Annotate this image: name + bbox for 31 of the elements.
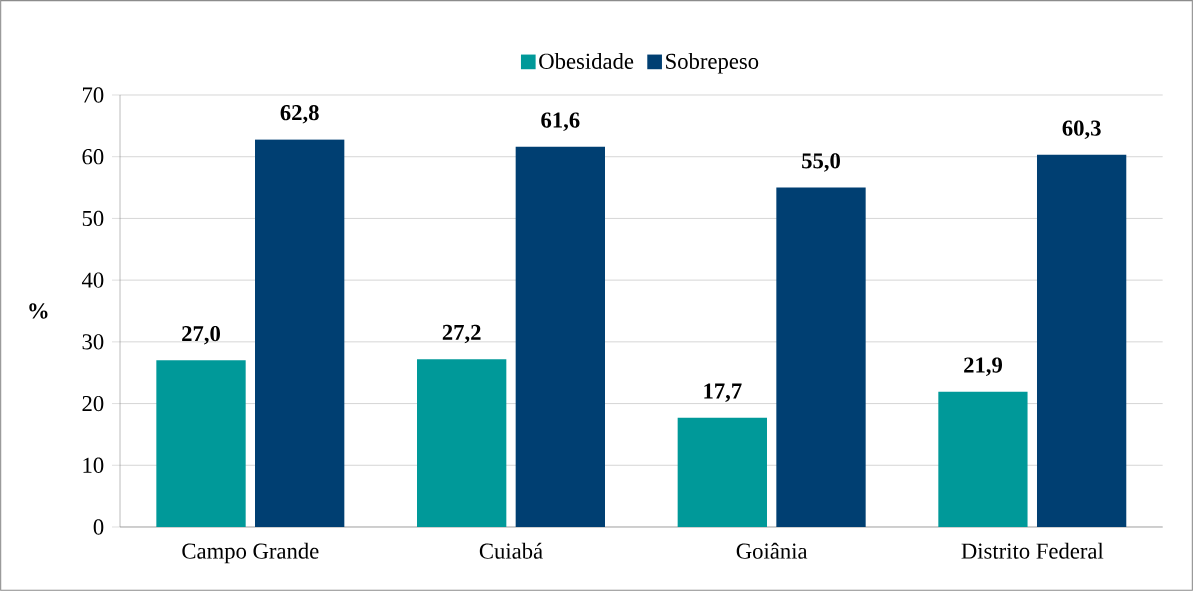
y-tick-label: 0 bbox=[93, 519, 104, 535]
bar bbox=[156, 360, 246, 527]
x-tick-label: Campo Grande bbox=[182, 542, 319, 564]
bar bbox=[417, 359, 507, 527]
data-label: 61,6 bbox=[541, 112, 580, 132]
x-tick-label: Distrito Federal bbox=[961, 542, 1104, 559]
data-label: 60,3 bbox=[1062, 120, 1101, 140]
y-tick-label: 30 bbox=[82, 334, 104, 350]
y-axis-title: % bbox=[29, 303, 48, 319]
y-tick-label: 50 bbox=[82, 210, 104, 227]
bar bbox=[515, 146, 605, 527]
y-tick-label: 60 bbox=[82, 149, 104, 165]
y-tick-label: 20 bbox=[82, 395, 104, 412]
data-label: 27,0 bbox=[182, 325, 220, 345]
bar bbox=[677, 417, 767, 527]
bar bbox=[776, 187, 866, 527]
data-label: 55,0 bbox=[802, 153, 840, 172]
y-tick-label: 40 bbox=[81, 272, 104, 288]
data-label: 27,2 bbox=[442, 324, 481, 344]
x-tick-label: Cuiabá bbox=[479, 542, 543, 559]
data-label: 21,9 bbox=[964, 357, 1003, 377]
legend-label: Obesidade bbox=[539, 53, 634, 69]
y-tick-label: 10 bbox=[83, 457, 104, 473]
bar bbox=[938, 391, 1028, 527]
legend-label: Sobrepeso bbox=[666, 53, 759, 74]
x-tick-label: Goiânia bbox=[736, 542, 808, 559]
bar bbox=[255, 139, 345, 527]
y-tick-label: 70 bbox=[83, 87, 104, 103]
data-label: 62,8 bbox=[280, 105, 319, 124]
data-label: 17,7 bbox=[704, 383, 742, 402]
bar bbox=[1036, 154, 1127, 527]
